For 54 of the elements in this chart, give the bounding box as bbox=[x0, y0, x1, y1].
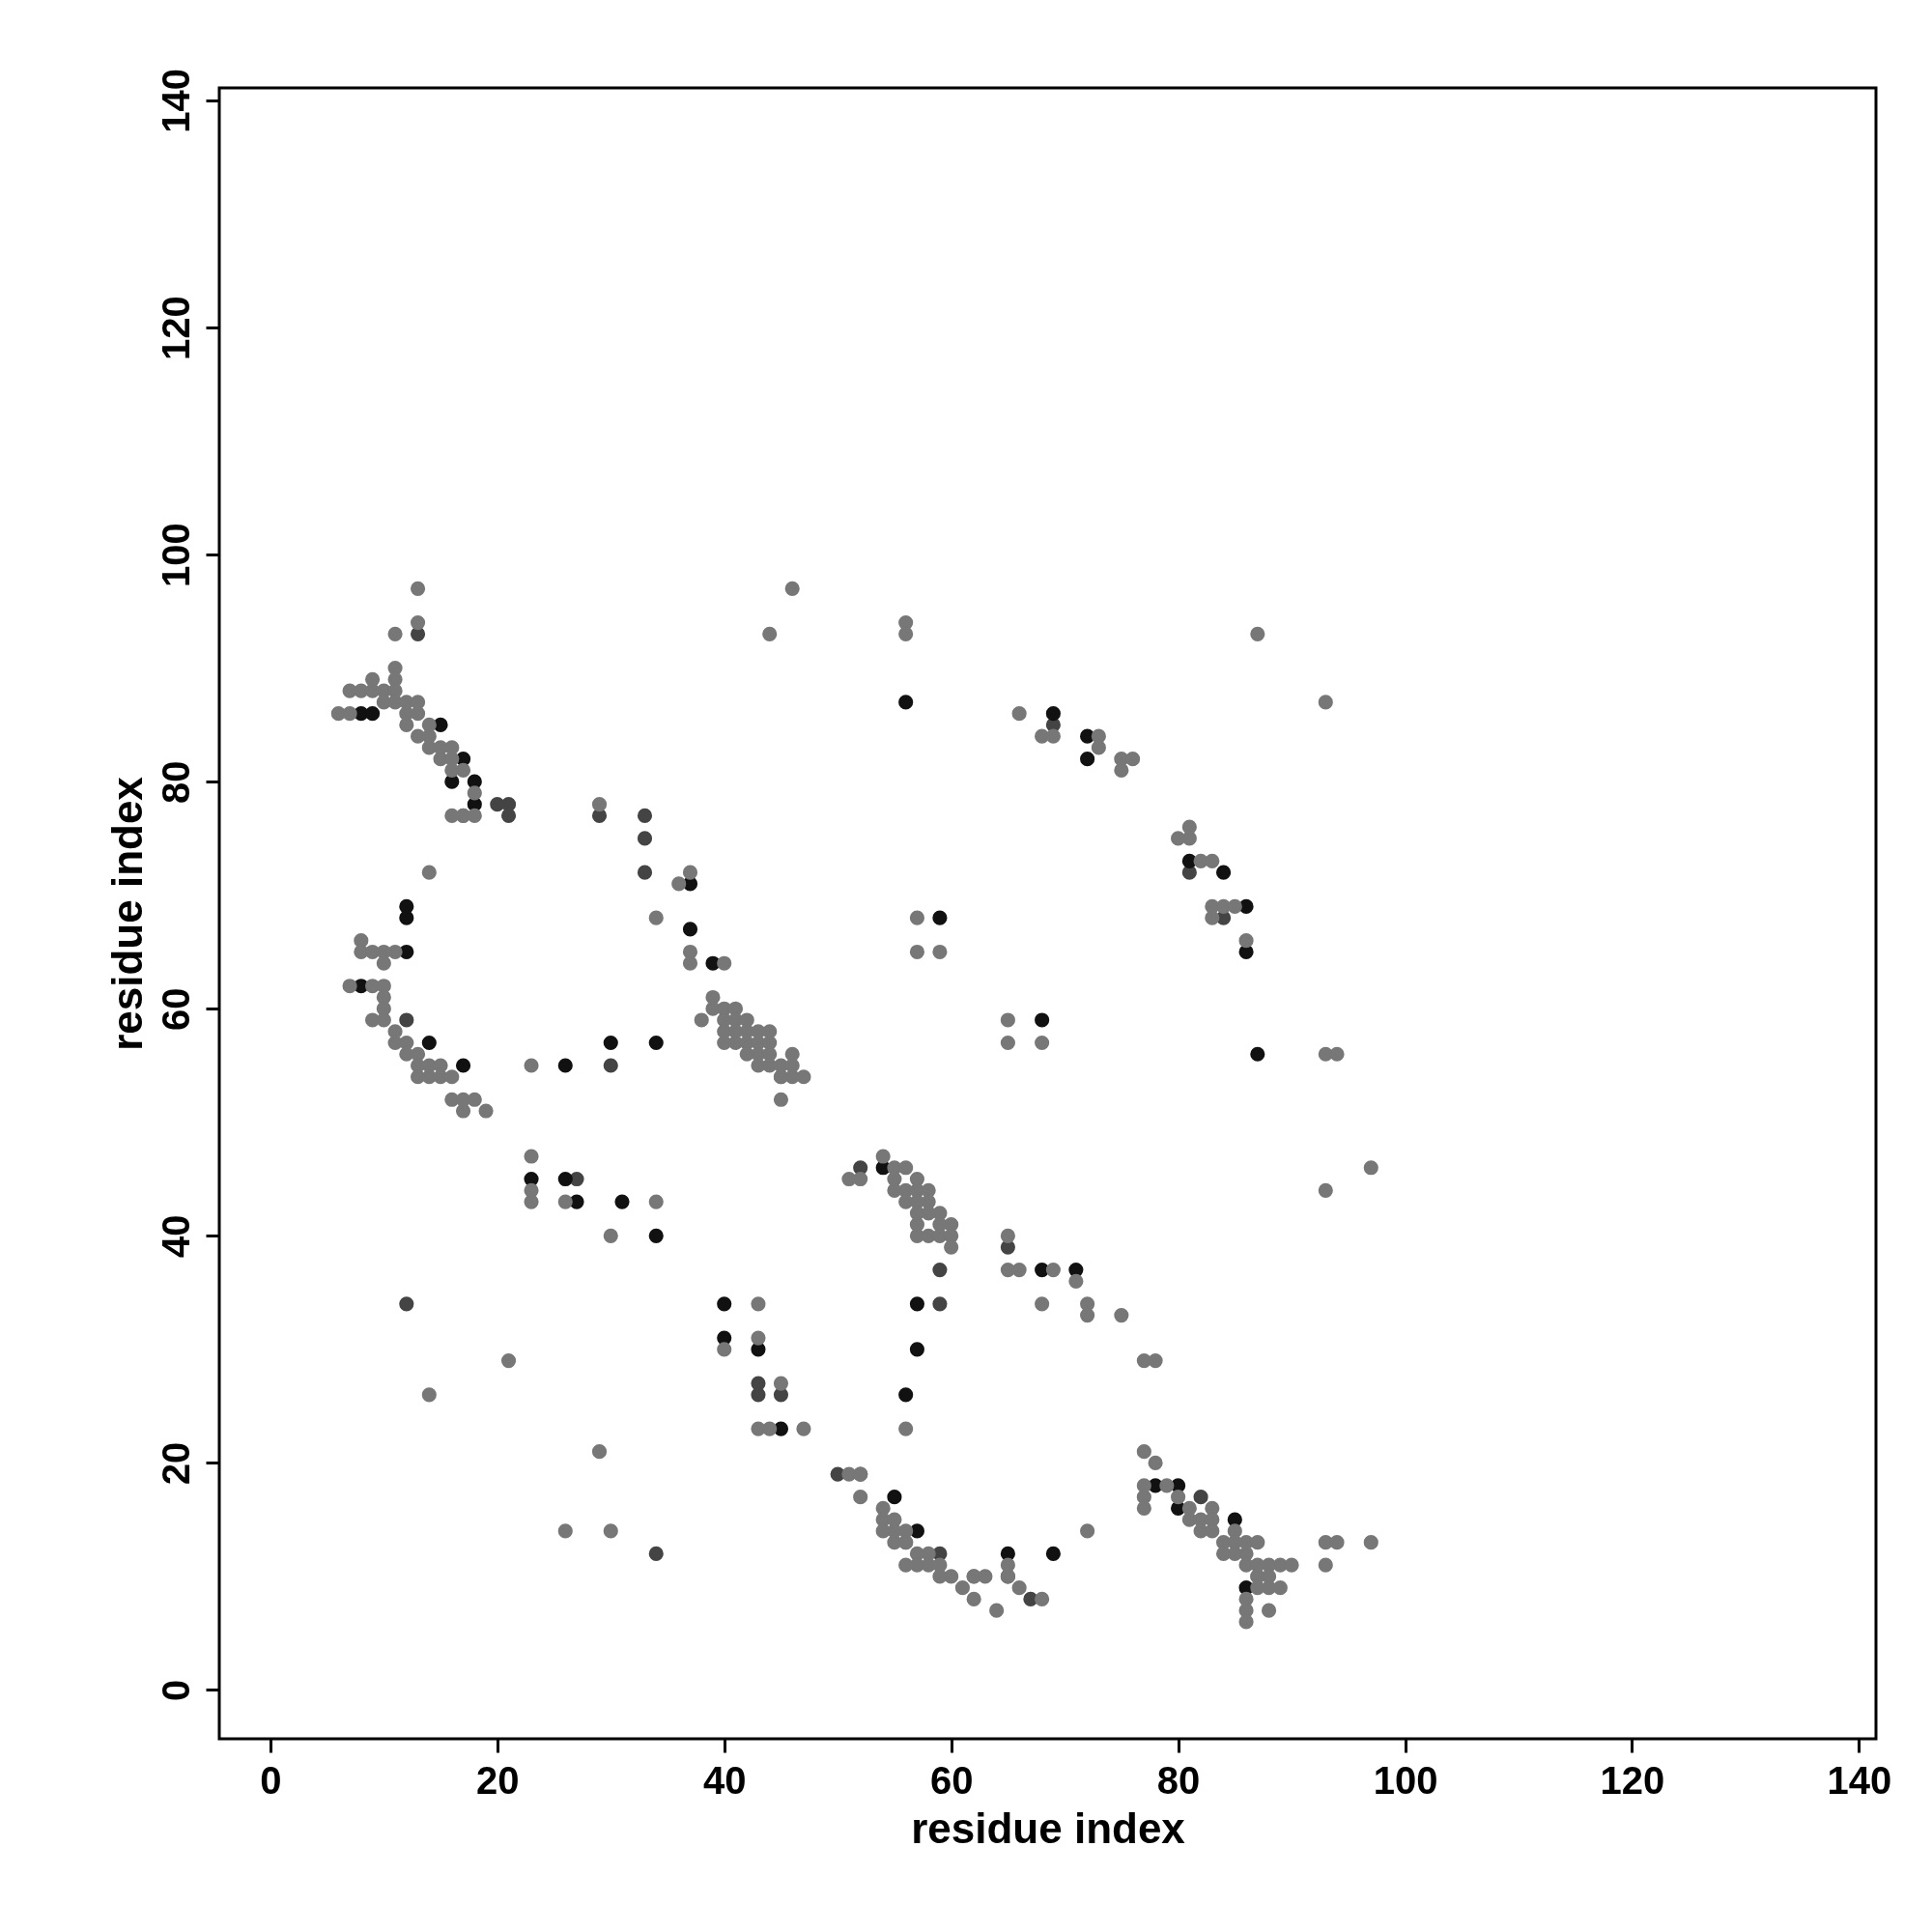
point bbox=[399, 1012, 414, 1028]
x-tick-label: 140 bbox=[1827, 1758, 1892, 1802]
y-tick-label: 100 bbox=[154, 523, 197, 587]
point bbox=[1250, 1046, 1265, 1062]
point bbox=[887, 1490, 902, 1505]
x-tick-label: 100 bbox=[1373, 1758, 1438, 1802]
point bbox=[399, 1296, 414, 1312]
point bbox=[1045, 1546, 1061, 1561]
point bbox=[648, 1035, 664, 1051]
y-tick-label: 40 bbox=[154, 1214, 197, 1259]
y-tick-label: 60 bbox=[154, 987, 197, 1031]
point bbox=[614, 1194, 630, 1209]
y-tick-label: 0 bbox=[154, 1679, 197, 1702]
y-tick-label: 20 bbox=[154, 1441, 197, 1486]
y-tick-label: 140 bbox=[154, 69, 197, 133]
x-tick-label: 40 bbox=[702, 1758, 747, 1802]
x-axis-title: residue index bbox=[911, 1804, 1186, 1852]
y-tick-label: 80 bbox=[154, 760, 197, 804]
point bbox=[399, 910, 414, 925]
point bbox=[648, 1546, 664, 1561]
y-axis-title: residue index bbox=[102, 776, 151, 1051]
point bbox=[637, 831, 653, 846]
point bbox=[637, 865, 653, 880]
point bbox=[603, 1058, 618, 1073]
x-tick-label: 60 bbox=[929, 1758, 974, 1802]
x-tick-label: 20 bbox=[476, 1758, 520, 1802]
point bbox=[637, 808, 653, 823]
x-tick-label: 0 bbox=[260, 1758, 282, 1802]
point bbox=[932, 910, 948, 925]
point bbox=[1215, 865, 1232, 880]
point bbox=[909, 1342, 924, 1357]
point bbox=[1193, 1490, 1208, 1505]
point bbox=[648, 1228, 664, 1243]
point bbox=[717, 1296, 732, 1312]
point bbox=[455, 1058, 471, 1073]
point bbox=[421, 1035, 437, 1051]
point bbox=[557, 1058, 573, 1073]
point bbox=[365, 706, 381, 722]
x-tick-label: 120 bbox=[1600, 1758, 1665, 1802]
point bbox=[932, 1263, 948, 1278]
point bbox=[751, 1387, 766, 1403]
point bbox=[1080, 752, 1095, 767]
point bbox=[932, 1296, 948, 1312]
x-tick-label: 80 bbox=[1156, 1758, 1201, 1802]
point bbox=[898, 1387, 914, 1403]
point bbox=[898, 695, 914, 710]
y-tick-label: 120 bbox=[154, 296, 197, 360]
point bbox=[1045, 706, 1061, 722]
point bbox=[557, 1171, 573, 1187]
point bbox=[909, 1296, 924, 1312]
point bbox=[500, 808, 517, 823]
point bbox=[682, 922, 698, 937]
point bbox=[603, 1035, 618, 1051]
point bbox=[1035, 1012, 1050, 1028]
